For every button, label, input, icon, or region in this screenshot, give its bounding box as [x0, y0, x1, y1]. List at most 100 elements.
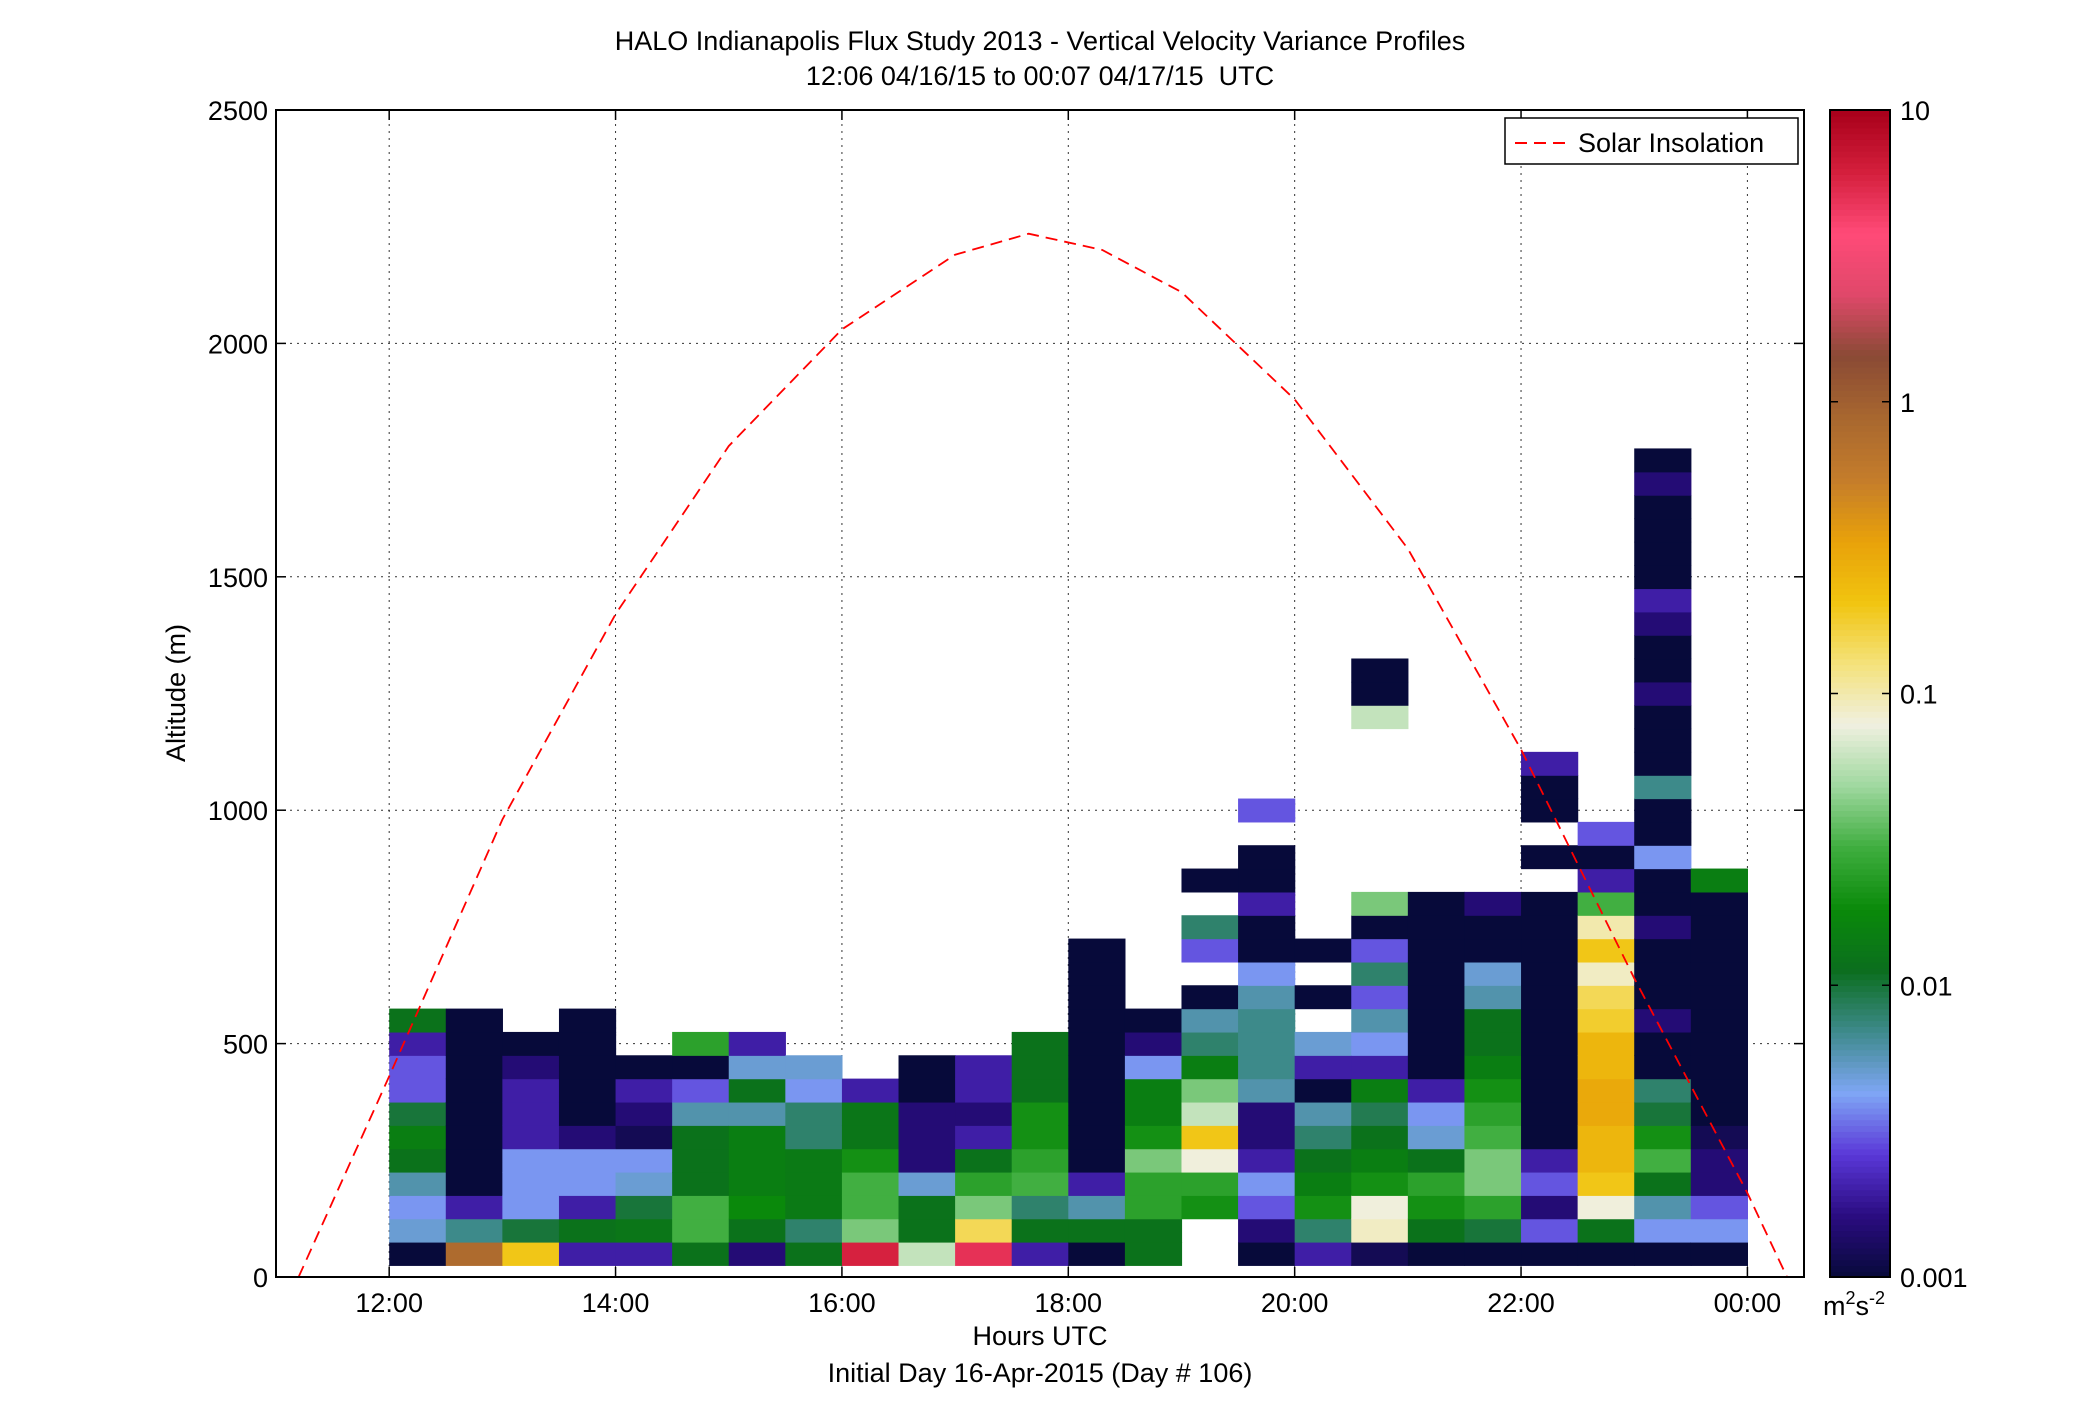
heatmap-cell	[1634, 961, 1692, 986]
heatmap-cell	[1521, 798, 1579, 823]
heatmap-cell	[1690, 1101, 1748, 1126]
colorbar-segment	[1830, 407, 1890, 415]
heatmap-cell	[1521, 1195, 1579, 1220]
colorbar-segment	[1830, 926, 1890, 934]
heatmap-cell	[1407, 961, 1466, 986]
colorbar-segment	[1830, 425, 1890, 432]
heatmap-cell	[1521, 845, 1579, 870]
heatmap-cell	[1634, 681, 1692, 706]
heatmap-cell	[1407, 1031, 1466, 1056]
heatmap-cell	[1577, 891, 1635, 916]
heatmap-cell	[841, 1078, 900, 1103]
colorbar-segment	[1830, 874, 1890, 882]
heatmap-cell	[1634, 985, 1692, 1010]
heatmap-cell	[1238, 845, 1296, 870]
heatmap-cell	[1634, 845, 1692, 870]
colorbar-segment	[1830, 1014, 1890, 1022]
colorbar-segment	[1830, 500, 1890, 508]
colorbar-segment	[1830, 220, 1890, 228]
heatmap-cell	[1690, 1008, 1748, 1033]
heatmap-cell	[1011, 1031, 1069, 1056]
colorbar-segment	[1830, 384, 1890, 391]
colorbar-segment	[1830, 197, 1890, 205]
heatmap-cell	[1634, 915, 1692, 940]
heatmap-cell	[445, 1171, 503, 1196]
colorbar-segment	[1830, 121, 1890, 129]
heatmap-cell	[1238, 961, 1296, 986]
heatmap-cell	[1464, 961, 1522, 986]
heatmap-cell	[1238, 1101, 1296, 1126]
heatmap-cell	[389, 1008, 447, 1033]
colorbar-segment	[1830, 1002, 1890, 1010]
heatmap-cell	[615, 1218, 673, 1243]
colorbar-segment	[1830, 1201, 1890, 1208]
colorbar-segment	[1830, 226, 1890, 234]
colorbar-segment	[1830, 833, 1890, 841]
heatmap-cell	[445, 1125, 503, 1150]
heatmap-cell	[1690, 915, 1748, 940]
heatmap-cell	[1238, 1125, 1296, 1150]
heatmap-cell	[1181, 985, 1239, 1010]
heatmap-cell	[502, 1078, 560, 1103]
colorbar-segment	[1830, 1177, 1890, 1185]
heatmap-cell	[389, 1241, 447, 1266]
colorbar-units-s: s	[1856, 1291, 1870, 1321]
heatmap-cell	[1634, 1218, 1692, 1243]
plot-frame	[275, 109, 1805, 1278]
heatmap-cell	[1238, 1148, 1296, 1173]
heatmap-cell	[558, 1241, 617, 1266]
heatmap-cell	[1577, 1008, 1635, 1033]
heatmap-cell	[1181, 1125, 1239, 1150]
heatmap-cell	[1690, 1148, 1748, 1173]
colorbar-segment	[1830, 751, 1890, 759]
heatmap-cell	[898, 1078, 956, 1103]
heatmap-cell	[728, 1031, 786, 1056]
colorbar-segment	[1830, 337, 1890, 345]
colorbar-segment	[1830, 273, 1890, 281]
heatmap-cell	[1181, 1078, 1239, 1103]
heatmap-cell	[502, 1125, 560, 1150]
heatmap-cell	[898, 1218, 956, 1243]
heatmap-cell	[1521, 1241, 1579, 1266]
heatmap-cell	[1124, 1218, 1183, 1243]
colorbar-segment	[1830, 991, 1890, 998]
colorbar-segment	[1830, 938, 1890, 946]
colorbar-segment	[1830, 1101, 1890, 1109]
colorbar-segment	[1830, 308, 1890, 316]
heatmap-cell	[1521, 1078, 1579, 1103]
heatmap-cell	[1577, 1101, 1635, 1126]
colorbar-units: m2s-2	[1823, 1288, 1885, 1321]
colorbar-segment	[1830, 740, 1890, 747]
colorbar-segment	[1830, 1061, 1890, 1068]
heatmap-cell	[1181, 938, 1239, 963]
heatmap-cell	[955, 1241, 1013, 1266]
heatmap-cell	[1690, 1125, 1748, 1150]
colorbar-segment	[1830, 489, 1890, 496]
heatmap-cell	[1634, 495, 1692, 520]
heatmap-cell	[1464, 1031, 1522, 1056]
heatmap-cell	[1068, 1171, 1126, 1196]
heatmap-cell	[1294, 1101, 1352, 1126]
heatmap-cell	[1351, 938, 1409, 963]
colorbar-segment	[1830, 687, 1890, 695]
colorbar-segment	[1830, 1125, 1890, 1132]
colorbar-segment	[1830, 886, 1890, 893]
colorbar-segment	[1830, 267, 1890, 275]
heatmap-cell	[558, 1125, 617, 1150]
heatmap-cell	[1690, 1031, 1748, 1056]
x-tick-label: 00:00	[1714, 1288, 1782, 1318]
colorbar-segment	[1830, 1218, 1890, 1226]
y-tick-label: 2500	[208, 96, 268, 126]
colorbar-segment	[1830, 1066, 1890, 1074]
heatmap-cell	[785, 1055, 843, 1080]
heatmap-cell	[898, 1195, 956, 1220]
legend-box	[1504, 117, 1799, 165]
colorbar-segment	[1830, 465, 1890, 473]
heatmap-cell	[1407, 938, 1466, 963]
colorbar-segment	[1830, 646, 1890, 654]
heatmap-cell	[1634, 611, 1692, 636]
colorbar-segment	[1830, 652, 1890, 660]
heatmap-cell	[1634, 658, 1692, 683]
heatmap-cell	[1577, 868, 1635, 893]
